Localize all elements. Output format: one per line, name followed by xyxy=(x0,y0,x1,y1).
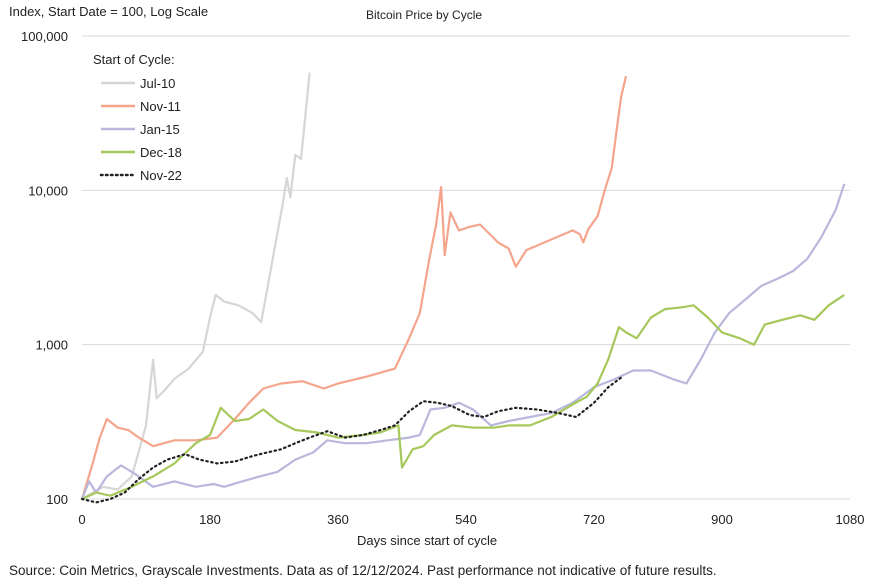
legend-label: Jan-15 xyxy=(140,122,180,137)
series-line-nov-11 xyxy=(80,75,628,500)
x-tick-label: 900 xyxy=(711,512,733,527)
legend-label: Nov-11 xyxy=(140,99,181,114)
source-note: Source: Coin Metrics, Grayscale Investme… xyxy=(9,563,717,578)
legend-label: Nov-22 xyxy=(140,168,182,183)
y-tick-label: 100,000 xyxy=(21,29,68,44)
x-tick-label: 180 xyxy=(199,512,221,527)
series-line-jul-10 xyxy=(81,72,311,500)
x-tick-label: 0 xyxy=(78,512,85,527)
y-tick-label: 100 xyxy=(46,492,68,507)
x-axis-title: Days since start of cycle xyxy=(357,533,498,548)
y-tick-label: 10,000 xyxy=(28,183,68,198)
legend-label: Dec-18 xyxy=(140,145,182,160)
legend-title: Start of Cycle: xyxy=(93,52,175,67)
x-tick-label: 1080 xyxy=(836,512,865,527)
y-tick-label: 1,000 xyxy=(35,338,68,353)
x-tick-label: 540 xyxy=(455,512,477,527)
chart-title: Bitcoin Price by Cycle xyxy=(366,8,483,22)
legend-label: Jul-10 xyxy=(140,76,175,91)
y-axis-title: Index, Start Date = 100, Log Scale xyxy=(9,4,209,19)
series-line-jan-15 xyxy=(80,183,846,500)
series-line-nov-22 xyxy=(80,375,624,504)
series-line-dec-18 xyxy=(81,293,845,501)
x-tick-label: 720 xyxy=(583,512,605,527)
x-tick-label: 360 xyxy=(327,512,349,527)
